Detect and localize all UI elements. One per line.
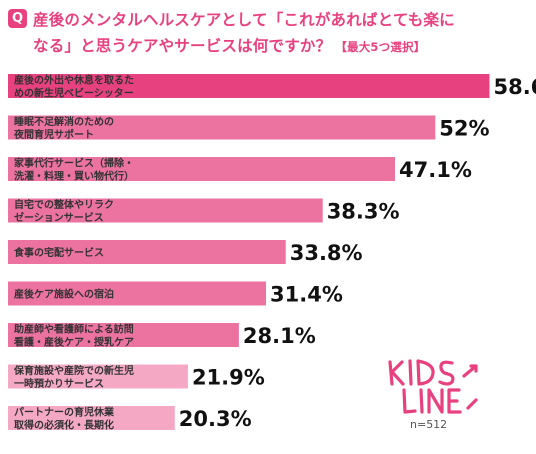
question-badge: Q [8, 9, 27, 28]
bar-6 [8, 281, 267, 306]
category-label-7: 助産師や看護師による訪問看護・産後ケア・授乳ケア [14, 323, 134, 349]
value-label-2: 52% [439, 117, 489, 141]
logo-art [388, 359, 478, 414]
bar-4 [8, 198, 323, 223]
category-label-6: 産後ケア施設への宿泊 [14, 288, 114, 301]
value-label-5: 33.8% [290, 241, 363, 265]
value-label-4: 38.3% [327, 200, 400, 224]
category-label-1: 産後の外出や休息を取るための新生児ベビーシッター [14, 74, 134, 100]
category-label-5: 食事の宅配サービス [13, 246, 104, 259]
category-label-2: 睡眠不足解消のための夜間育児サポート [13, 115, 114, 141]
bar-8 [8, 364, 188, 389]
bar-9 [8, 406, 175, 430]
value-label-8: 21.9% [192, 366, 265, 390]
sample-size-label: n=512 [410, 418, 448, 431]
chart-title-note: 【最大5つ選択】 [335, 40, 426, 54]
bar-7 [8, 323, 239, 347]
bar-2 [8, 115, 436, 140]
category-label-4: 自宅での整体やリラクゼーションサービス [14, 198, 114, 224]
bar-1 [8, 74, 490, 98]
chart-title-line1: 産後のメンタルヘルスケアとして「これがあればとても楽に [33, 11, 455, 29]
value-label-1: 58.6% [493, 75, 536, 99]
category-label-8: 保育施設や産院での新生児一時預かりサービス [13, 364, 134, 390]
category-label-3: 家事代行サービス（掃除・洗濯・料理・買い物代行） [14, 157, 134, 183]
bar-3 [8, 157, 396, 181]
chart-title-line2-text: なる」と思うケアやサービスは何ですか？ [33, 37, 332, 55]
value-label-9: 20.3% [179, 407, 252, 431]
value-label-6: 31.4% [270, 283, 343, 307]
bar-5 [8, 240, 286, 264]
category-label-9: パートナーの育児休業取得の必須化・長期化 [14, 406, 115, 432]
value-label-7: 28.1% [243, 324, 316, 348]
value-label-3: 47.1% [399, 158, 472, 182]
kidsline-logo [388, 359, 478, 414]
chart-title-line2: なる」と思うケアやサービスは何ですか？ 【最大5つ選択】 [33, 34, 425, 56]
